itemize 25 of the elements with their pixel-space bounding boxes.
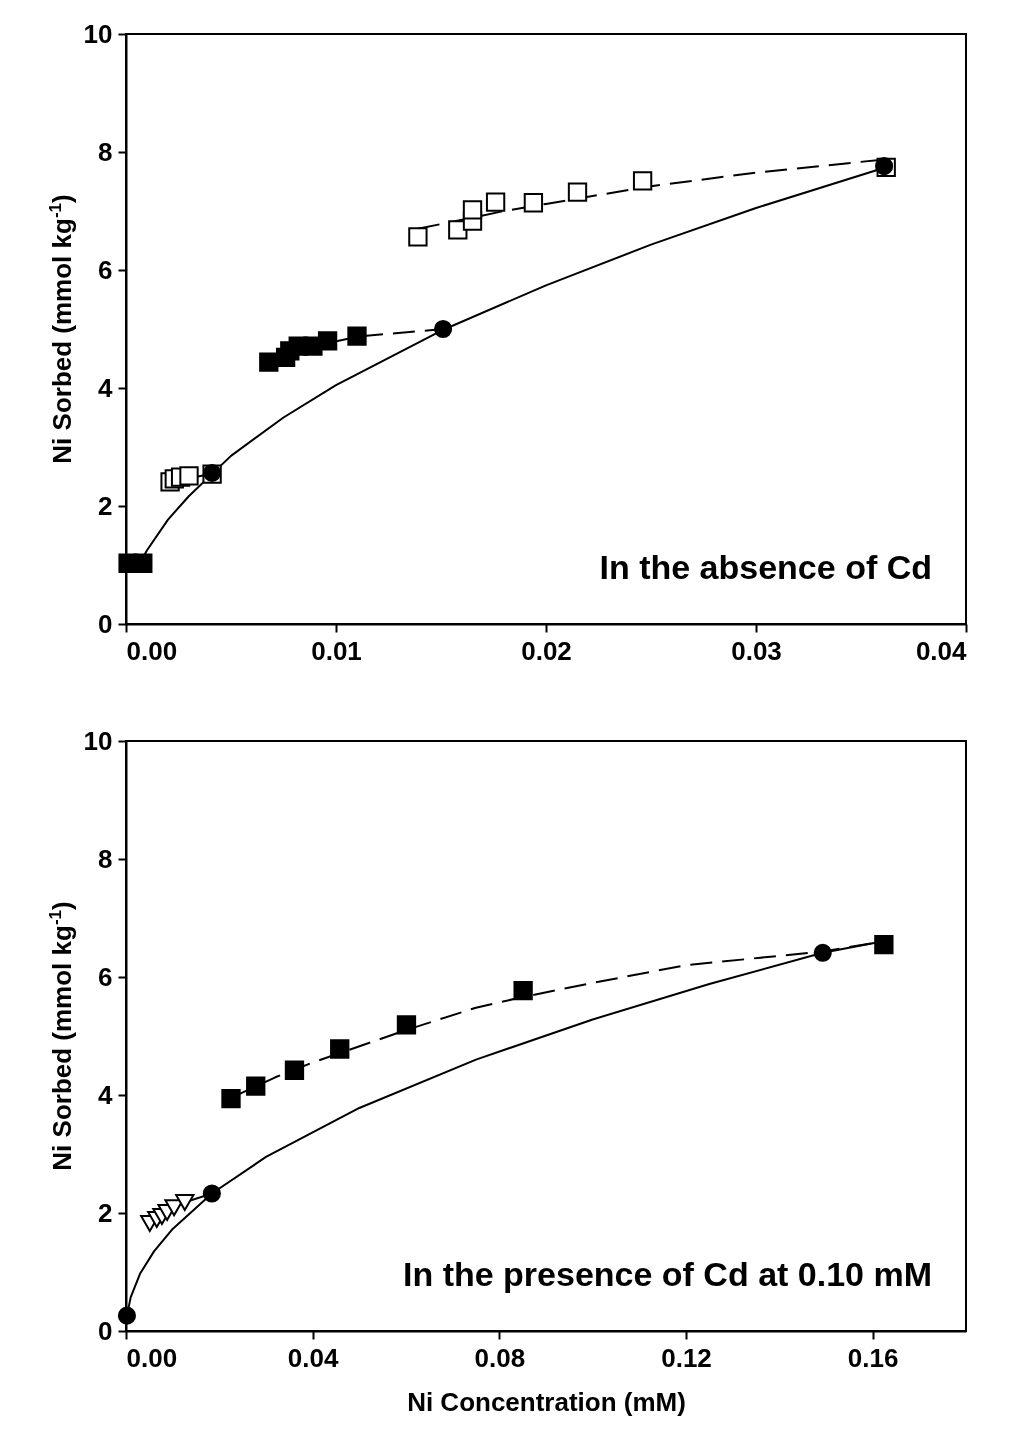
- y-tick-label: 0: [98, 608, 113, 639]
- y-tick-label: 0: [98, 1315, 113, 1346]
- annotation: In the presence of Cd at 0.10 mM: [402, 1255, 932, 1293]
- x-tick-label: 0.00: [126, 635, 178, 666]
- y-tick-label: 10: [83, 725, 113, 756]
- y-tick-label: 6: [98, 961, 113, 992]
- y-tick-label: 8: [98, 136, 113, 167]
- y-tick-label: 6: [98, 254, 113, 285]
- x-tick-label: 0.03: [731, 635, 782, 666]
- x-tick-label: 0.08: [474, 1342, 526, 1373]
- x-axis-title: Ni Concentration (mM): [407, 1386, 686, 1417]
- x-tick-label: 0.04: [915, 635, 968, 666]
- x-tick-label: 0.12: [661, 1342, 712, 1373]
- y-tick-label: 8: [98, 843, 113, 874]
- x-tick-label: 0.02: [521, 635, 572, 666]
- x-tick-label: 0.04: [287, 1342, 340, 1373]
- x-tick-label: 0.01: [311, 635, 362, 666]
- y-tick-label: 2: [98, 1197, 113, 1228]
- x-tick-label: 0.00: [126, 1342, 178, 1373]
- y-tick-label: 10: [83, 18, 113, 49]
- x-tick-label: 0.16: [847, 1342, 899, 1373]
- y-tick-label: 4: [98, 1079, 114, 1110]
- annotation: In the absence of Cd: [599, 548, 932, 586]
- y-tick-label: 4: [98, 372, 114, 403]
- y-tick-label: 2: [98, 490, 113, 521]
